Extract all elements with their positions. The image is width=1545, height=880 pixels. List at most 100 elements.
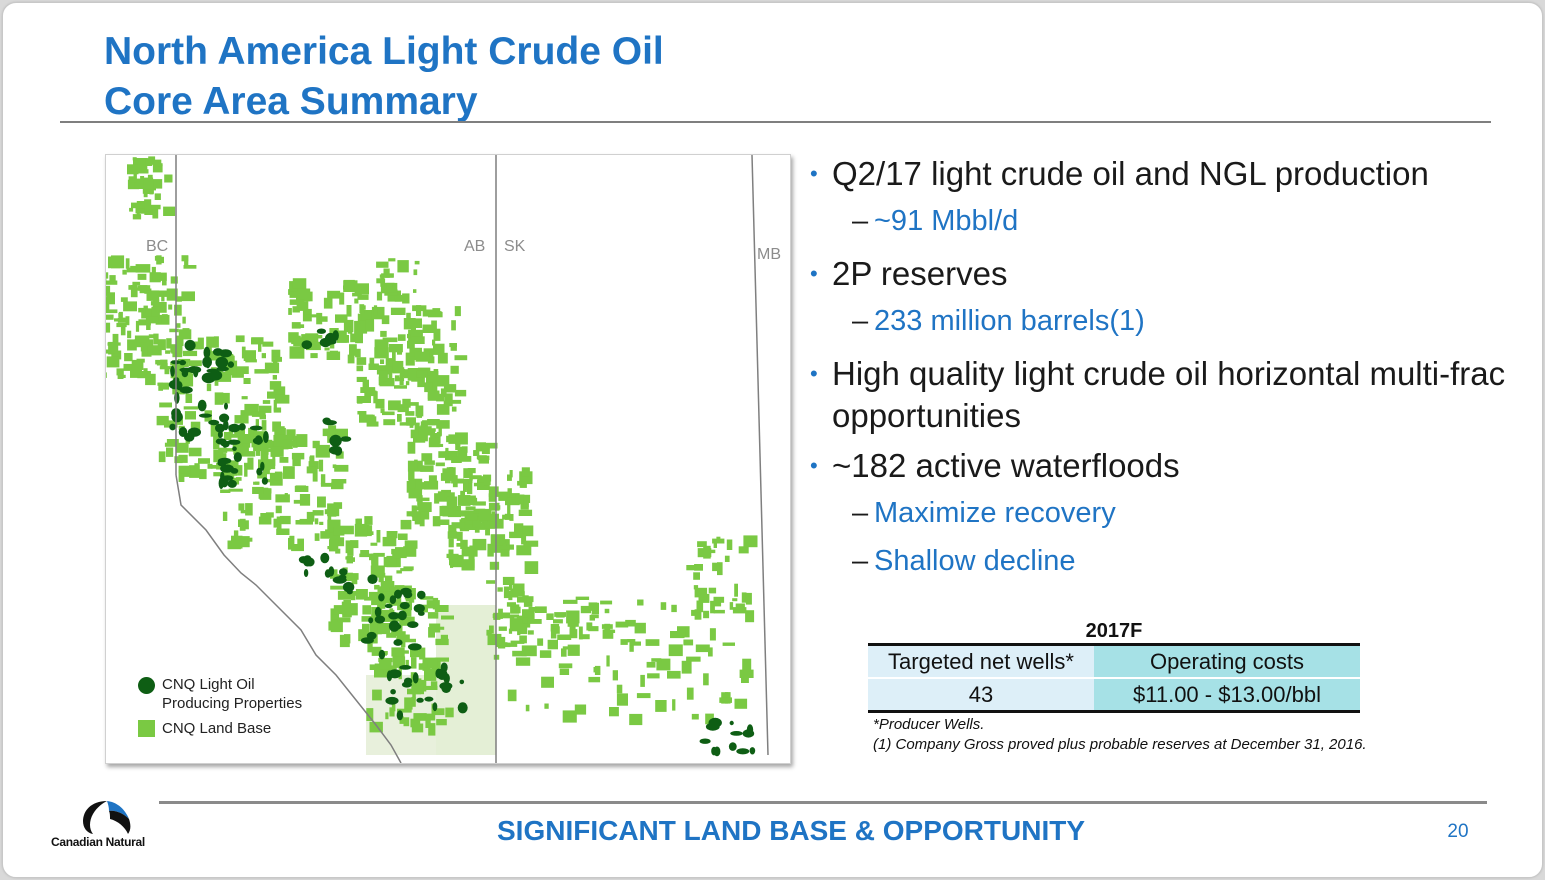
- land-base-patch: [320, 531, 332, 539]
- land-base-patch: [369, 357, 375, 367]
- land-base-patch: [312, 440, 320, 449]
- land-base-patch: [567, 620, 579, 627]
- bullet-waterfloods: ~182 active waterfloods: [808, 445, 1508, 487]
- land-base-patch: [372, 689, 382, 701]
- land-base-patch: [266, 479, 274, 483]
- producing-property-marker: [367, 574, 378, 584]
- land-base-patch: [481, 448, 490, 454]
- land-base-patch: [296, 434, 308, 447]
- land-base-patch: [629, 713, 643, 726]
- table-header-costs: Operating costs: [1094, 644, 1360, 678]
- land-base-patch: [478, 522, 486, 530]
- land-base-patch: [436, 393, 445, 402]
- land-base-patch: [655, 700, 667, 712]
- producing-property-marker: [340, 436, 352, 442]
- producing-property-marker: [316, 328, 326, 334]
- land-base-patch: [292, 306, 300, 313]
- land-base-patch: [407, 318, 422, 328]
- land-base-patch: [357, 313, 362, 327]
- producing-property-marker: [218, 477, 224, 490]
- land-base-patch: [207, 463, 213, 469]
- producing-property-marker: [413, 604, 425, 613]
- land-base-patch: [506, 602, 516, 607]
- land-base-patch: [171, 344, 183, 354]
- land-base-patch: [491, 547, 506, 553]
- land-base-patch: [432, 339, 436, 346]
- land-base-patch: [414, 260, 420, 265]
- land-base-patch: [508, 614, 520, 618]
- land-base-patch: [507, 503, 511, 515]
- producing-property-marker: [736, 748, 750, 755]
- land-base-patch: [275, 505, 282, 514]
- page-number: 20: [1447, 821, 1469, 842]
- land-base-patch: [389, 707, 395, 717]
- land-base-patch: [172, 371, 184, 376]
- land-base-patch: [546, 613, 554, 620]
- land-base-patch: [507, 689, 517, 702]
- land-base-patch: [694, 609, 702, 620]
- land-base-patch: [467, 482, 473, 495]
- land-base-patch: [627, 639, 636, 643]
- producing-property-marker: [170, 365, 175, 377]
- land-base-patch: [362, 623, 370, 637]
- producing-property-marker: [227, 361, 234, 368]
- footnote-reserves: (1) Company Gross proved plus probable r…: [873, 736, 1367, 753]
- land-base-patch: [710, 600, 715, 614]
- land-base-patch: [371, 646, 382, 656]
- land-base-patch: [407, 333, 411, 339]
- land-base-patch: [461, 546, 474, 557]
- land-base-patch: [529, 609, 535, 621]
- land-base-patch: [422, 663, 428, 668]
- land-base-patch: [146, 290, 160, 301]
- land-base-patch: [337, 331, 347, 343]
- land-base-patch: [609, 707, 619, 717]
- land-base-patch: [490, 534, 506, 546]
- producing-property-marker: [168, 379, 181, 390]
- land-base-patch: [415, 351, 430, 362]
- producing-property-marker: [339, 568, 348, 576]
- land-base-patch: [380, 330, 387, 337]
- producing-property-marker: [378, 593, 385, 602]
- land-base-patch: [395, 547, 407, 559]
- land-base-patch: [190, 421, 201, 430]
- producing-property-marker: [398, 610, 407, 621]
- land-base-patch: [527, 619, 542, 624]
- slide-title-line1: North America Light Crude Oil: [104, 30, 664, 73]
- land-base-patch: [356, 357, 367, 365]
- land-base-patch: [106, 322, 111, 333]
- land-base-patch: [430, 681, 438, 686]
- land-base-patch: [562, 646, 573, 650]
- land-base-patch: [523, 598, 533, 607]
- land-base-patch: [729, 602, 734, 610]
- land-base-patch: [331, 479, 347, 484]
- land-base-patch: [432, 708, 445, 716]
- land-base-patch: [473, 482, 485, 487]
- land-base-patch: [331, 482, 344, 490]
- land-base-patch: [450, 399, 462, 404]
- land-base-patch: [501, 612, 510, 619]
- land-base-patch: [464, 497, 478, 504]
- land-base-patch: [138, 319, 150, 324]
- land-base-patch: [507, 488, 512, 496]
- land-base-patch: [130, 285, 138, 298]
- land-base-patch: [492, 543, 498, 551]
- land-base-patch: [550, 628, 557, 639]
- land-base-patch: [217, 371, 232, 382]
- footer-rule: [159, 801, 1487, 804]
- land-base-patch: [451, 478, 464, 484]
- land-base-patch: [354, 298, 359, 304]
- land-base-patch: [317, 335, 323, 339]
- land-base-patch: [141, 308, 155, 319]
- footnotes: *Producer Wells. (1) Company Gross prove…: [873, 715, 1367, 755]
- land-base-patch: [122, 374, 126, 378]
- land-base-patch: [456, 531, 463, 541]
- land-base-patch: [136, 212, 140, 219]
- land-base-patch: [403, 369, 409, 379]
- land-base-patch: [686, 565, 699, 571]
- land-base-patch: [188, 469, 197, 475]
- land-base-patch: [258, 339, 262, 352]
- land-base-patch: [162, 363, 168, 368]
- land-base-patch: [477, 455, 490, 461]
- land-base-patch: [266, 439, 273, 448]
- land-base-patch: [263, 448, 272, 452]
